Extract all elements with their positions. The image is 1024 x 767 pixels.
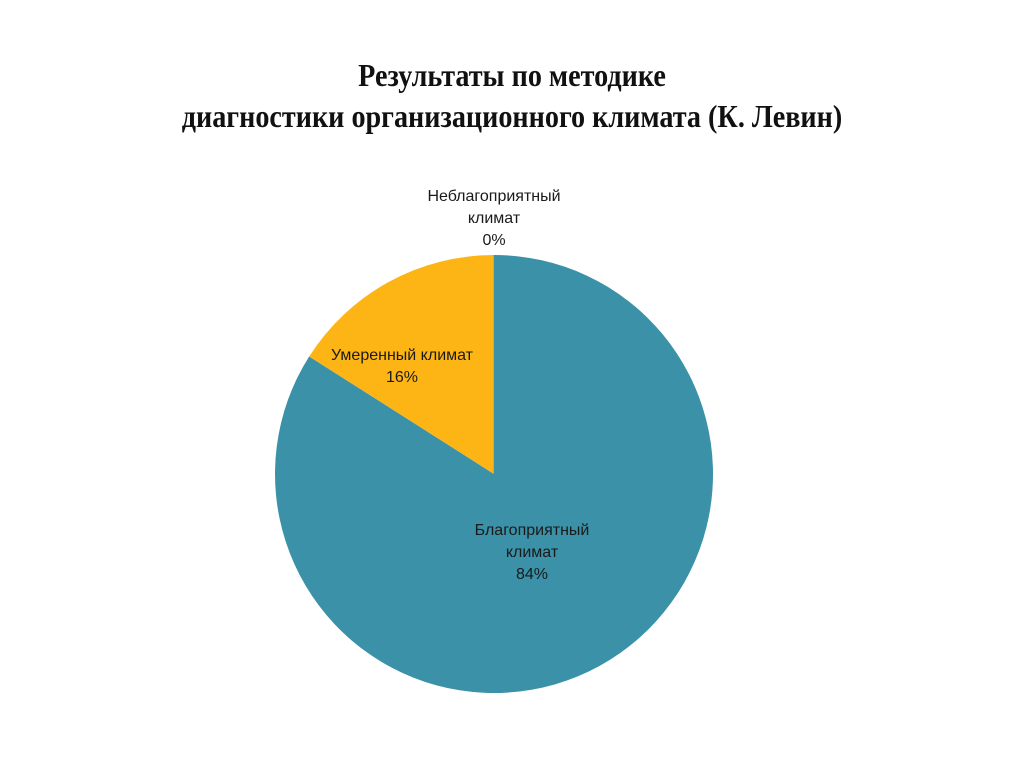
label-unfavorable-value: 0%: [482, 232, 506, 249]
slice-moderate: [309, 255, 494, 474]
label-favorable: Благоприятный климат 84%: [432, 520, 632, 586]
chart-title-line-1: Результаты по методике: [358, 57, 666, 93]
label-moderate-name: Умеренный климат: [330, 347, 474, 364]
label-favorable-value: 84%: [515, 566, 549, 583]
label-favorable-name-2: климат: [505, 544, 559, 561]
label-moderate-value: 16%: [385, 369, 419, 386]
label-unfavorable-name-2: климат: [467, 210, 521, 227]
label-unfavorable: Неблагоприятный климат 0%: [394, 186, 594, 252]
label-moderate: Умеренный климат 16%: [302, 345, 502, 389]
label-unfavorable-name-1: Неблагоприятный: [427, 188, 561, 205]
chart-title-line-2: диагностики организационного климата (К.…: [181, 98, 843, 134]
label-favorable-name-1: Благоприятный: [474, 522, 590, 539]
chart-title: Результаты по методике диагностики орган…: [0, 55, 1024, 137]
